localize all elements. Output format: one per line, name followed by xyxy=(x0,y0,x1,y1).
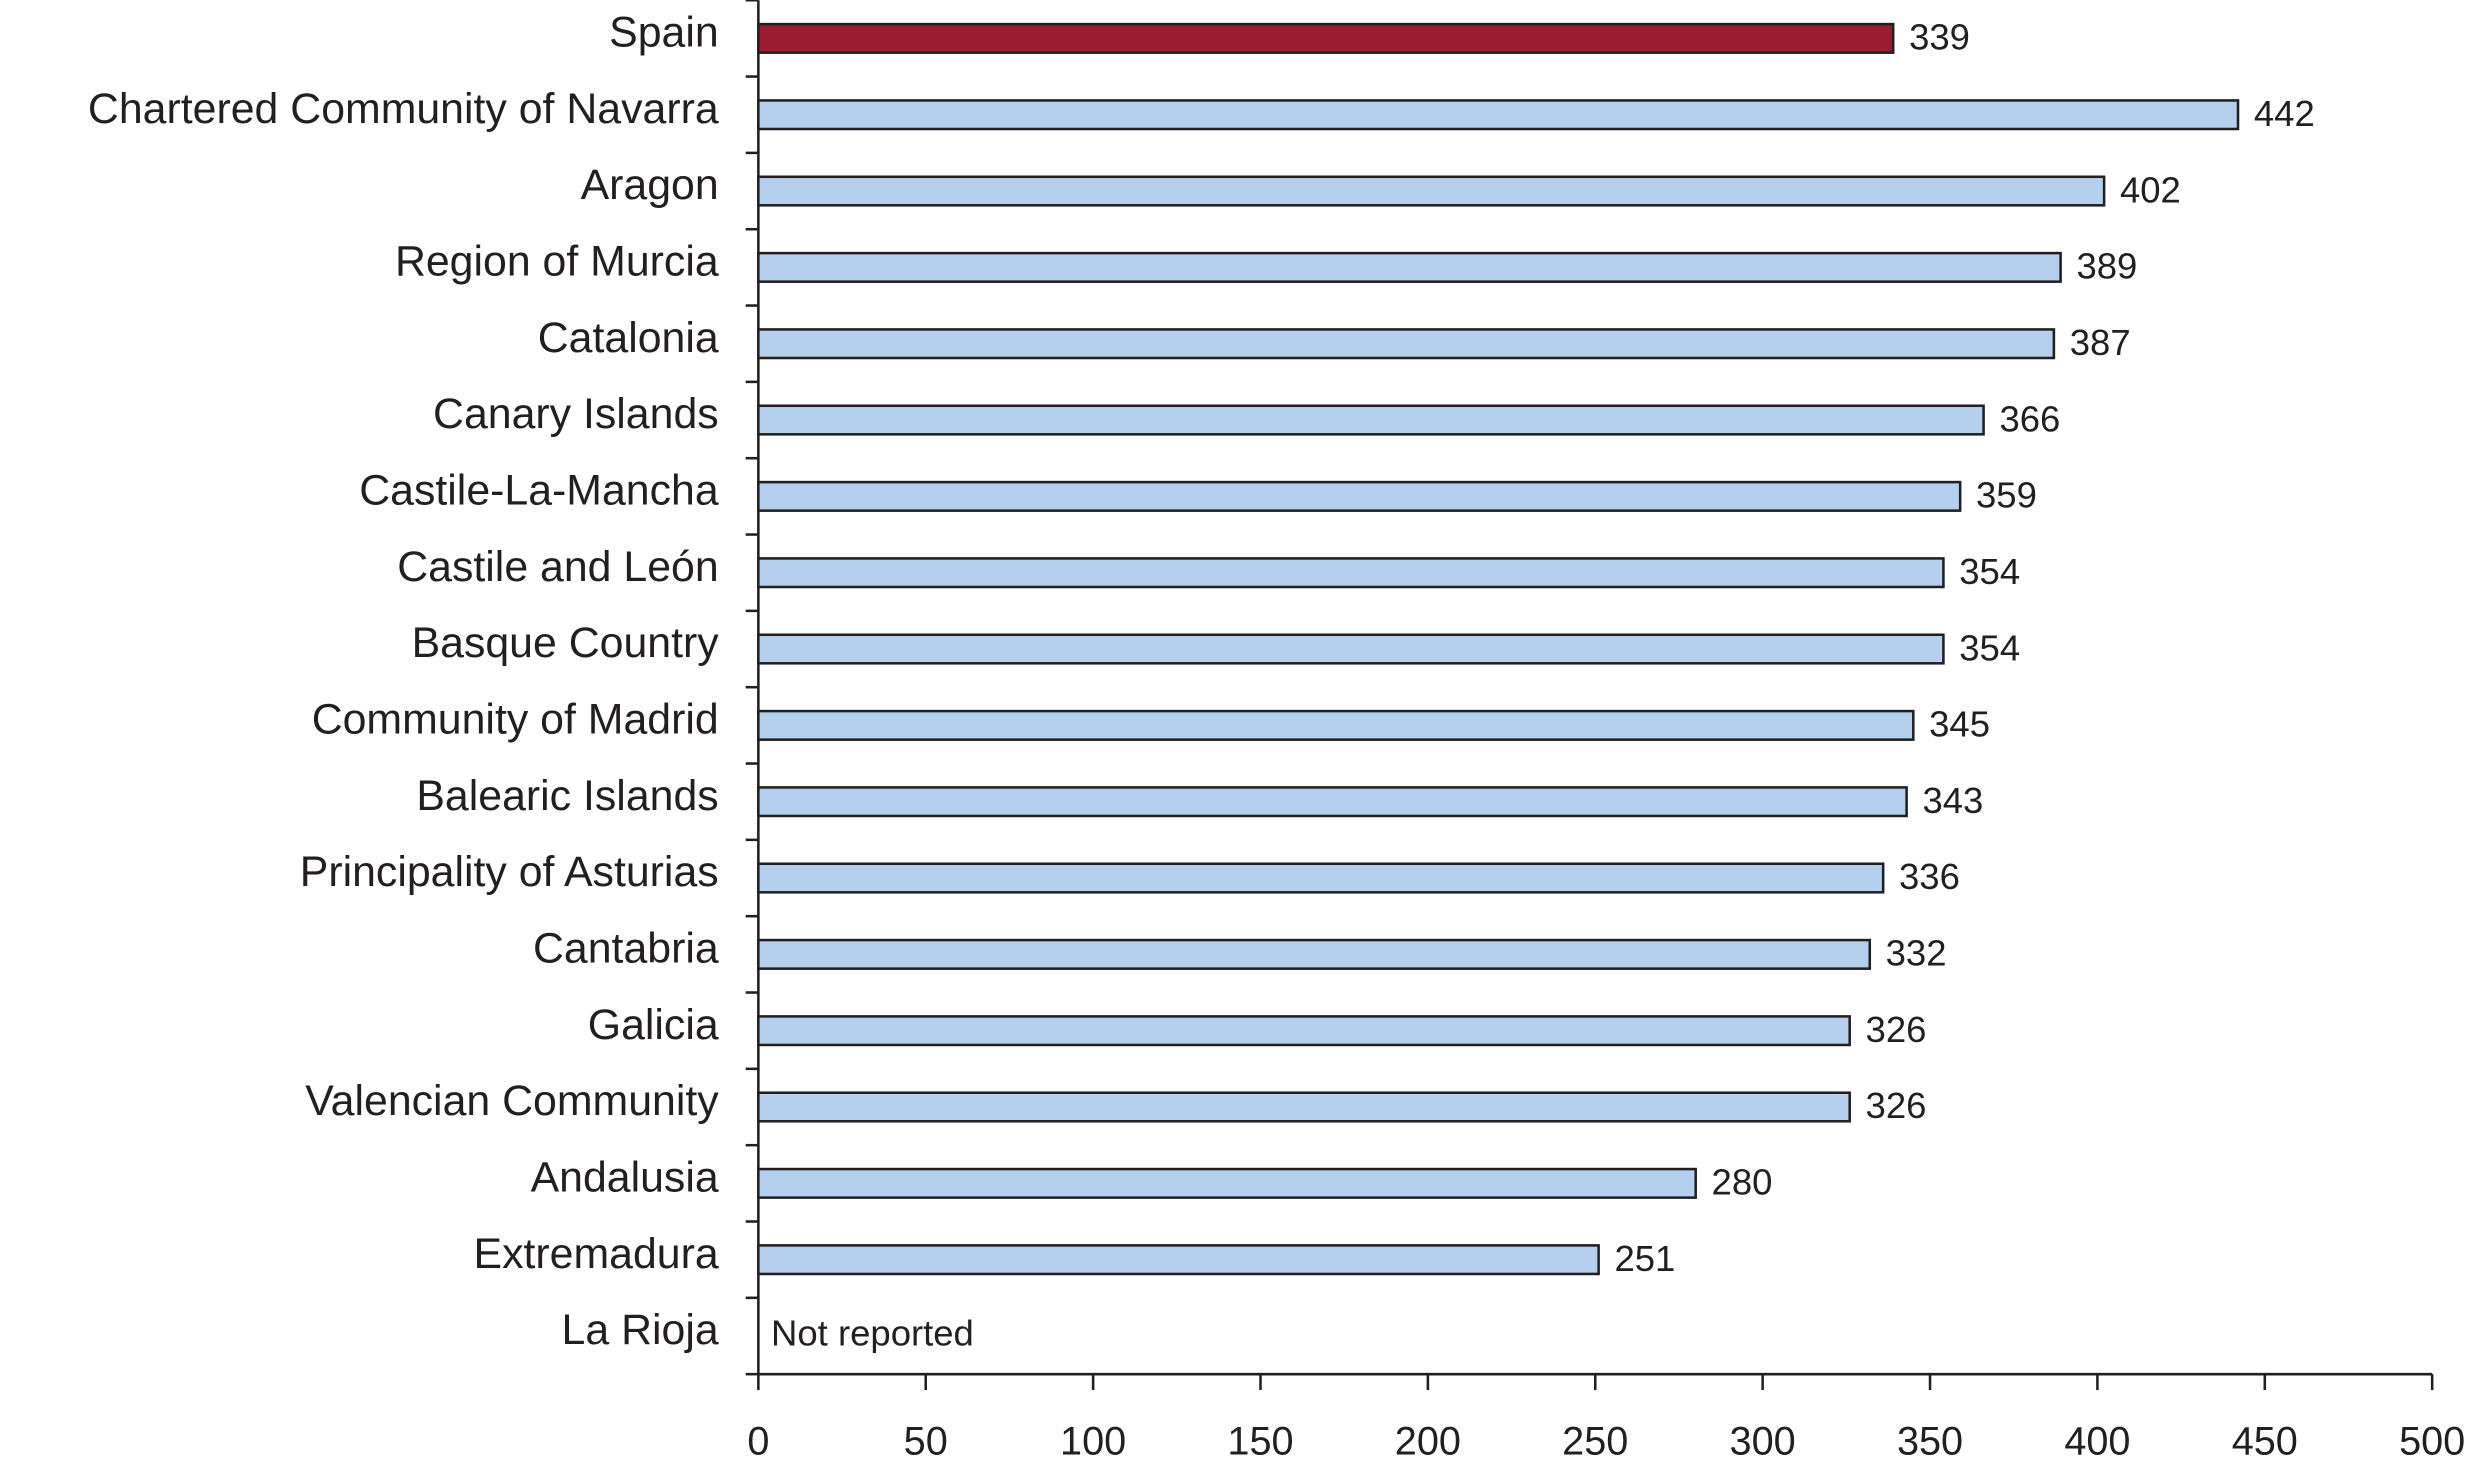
category-label: Canary Islands xyxy=(433,390,719,438)
x-tick-label: 350 xyxy=(1897,1419,1963,1463)
category-label: Chartered Community of Navarra xyxy=(88,85,719,133)
bar xyxy=(757,1244,1600,1276)
category-label: Extremadura xyxy=(474,1230,719,1278)
category-label: Cantabria xyxy=(533,924,719,972)
value-label: 280 xyxy=(1712,1162,1773,1203)
value-label: 326 xyxy=(1866,1009,1927,1050)
category-label: Community of Madrid xyxy=(312,696,719,744)
bar xyxy=(757,251,2062,283)
x-tick-label: 300 xyxy=(1730,1419,1796,1463)
x-tick-label: 250 xyxy=(1562,1419,1628,1463)
value-label: 387 xyxy=(2070,322,2131,363)
category-label: Spain xyxy=(609,9,719,57)
value-label: 354 xyxy=(1959,627,2020,668)
category-label: Castile and León xyxy=(397,543,718,591)
value-label: 366 xyxy=(1999,398,2060,439)
value-label: 389 xyxy=(2076,246,2137,287)
bar xyxy=(757,709,1915,741)
value-label: 359 xyxy=(1976,475,2037,516)
value-label: 336 xyxy=(1899,856,1960,897)
x-tick-label: 200 xyxy=(1395,1419,1461,1463)
category-label: Catalonia xyxy=(538,314,719,362)
value-label: 343 xyxy=(1922,780,1983,821)
category-label: Region of Murcia xyxy=(395,238,719,286)
x-tick-label: 500 xyxy=(2399,1419,2465,1463)
value-label: 442 xyxy=(2254,93,2315,134)
value-label: 402 xyxy=(2120,169,2181,210)
category-label: Galicia xyxy=(588,1001,719,1049)
bar xyxy=(757,862,1885,894)
category-label: Valencian Community xyxy=(305,1077,719,1125)
category-label: Castile-La-Mancha xyxy=(359,467,719,515)
bar xyxy=(757,1015,1851,1047)
bar xyxy=(757,175,2106,207)
x-tick-label: 450 xyxy=(2232,1419,2298,1463)
x-tick-label: 400 xyxy=(2064,1419,2130,1463)
bar xyxy=(757,404,1985,436)
value-label: 326 xyxy=(1866,1085,1927,1126)
bar xyxy=(757,938,1872,970)
bar xyxy=(757,633,1945,665)
bar xyxy=(757,1167,1697,1199)
bar xyxy=(757,1091,1851,1123)
x-tick-label: 0 xyxy=(747,1419,769,1463)
value-label: 354 xyxy=(1959,551,2020,592)
bar xyxy=(757,22,1895,54)
value-label: 251 xyxy=(1614,1238,1675,1279)
x-tick-label: 100 xyxy=(1060,1419,1126,1463)
bar xyxy=(757,786,1908,818)
x-tick-label: 150 xyxy=(1227,1419,1293,1463)
bar xyxy=(757,480,1962,512)
value-label: 345 xyxy=(1929,704,1990,745)
bar xyxy=(757,328,2056,360)
annotation: Not reported xyxy=(771,1313,974,1354)
category-label: Aragon xyxy=(581,161,719,209)
bar xyxy=(757,99,2240,131)
value-label: 339 xyxy=(1909,17,1970,58)
category-label: Principality of Asturias xyxy=(300,848,719,896)
value-label: 332 xyxy=(1886,933,1947,974)
category-label: La Rioja xyxy=(562,1306,719,1354)
bar xyxy=(757,557,1945,589)
x-tick-label: 50 xyxy=(904,1419,948,1463)
category-label: Basque Country xyxy=(412,619,720,667)
category-label: Balearic Islands xyxy=(416,772,718,820)
category-label: Andalusia xyxy=(531,1153,719,1201)
